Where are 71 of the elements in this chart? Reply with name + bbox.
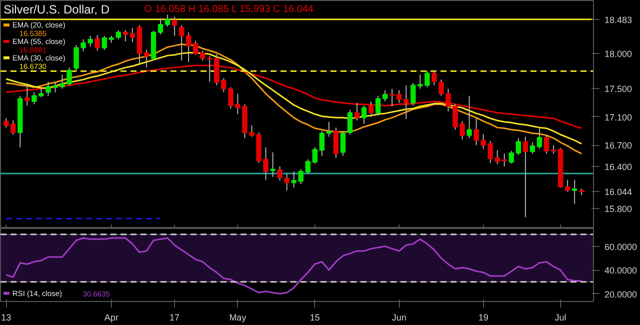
candlestick	[24, 83, 30, 106]
y-tick-label: 18.000	[604, 48, 632, 59]
chart-title: Silver/U.S. Dollar, D	[3, 2, 110, 16]
candlestick	[347, 109, 353, 136]
x-tick-label: Jun	[392, 312, 406, 322]
x-tick-label: 15	[310, 312, 320, 322]
y-tick-label: 17.100	[604, 112, 632, 122]
candlestick	[432, 70, 437, 86]
candlestick	[410, 82, 416, 106]
candlestick	[375, 95, 381, 116]
candlestick	[354, 102, 360, 121]
candlestick	[544, 134, 550, 154]
candlestick	[368, 100, 374, 118]
candlestick	[536, 128, 542, 150]
x-tick-label: 17	[170, 312, 180, 322]
y-tick-label: 20.0000	[604, 289, 638, 300]
x-tick-label: 19	[478, 312, 488, 322]
candlestick	[516, 138, 522, 156]
candlestick	[522, 136, 528, 218]
candlestick	[396, 90, 402, 104]
candlestick	[122, 30, 128, 42]
candlestick	[178, 24, 184, 61]
candlestick	[130, 28, 136, 43]
y-tick-label: 40.0000	[604, 266, 638, 276]
annotation: O 16.058 H 16.085 L 15.993 C 16.044	[144, 4, 314, 15]
candlestick	[382, 90, 388, 102]
y-tick-label: 60.0000	[604, 242, 638, 252]
candlestick	[270, 152, 276, 178]
candlestick	[305, 158, 310, 174]
candlestick	[530, 142, 536, 154]
candlestick	[340, 130, 346, 156]
candlestick	[508, 150, 514, 164]
x-tick-label: Apr	[104, 312, 118, 322]
y-tick-label: 16.400	[604, 162, 632, 172]
candlestick	[4, 118, 9, 128]
candlestick	[291, 170, 296, 188]
candlestick	[186, 32, 192, 62]
candlestick	[284, 172, 290, 191]
candlestick	[404, 84, 409, 120]
candlestick	[446, 88, 451, 112]
y-tick-label: 16.044	[604, 187, 632, 198]
candlestick	[466, 95, 472, 139]
x-tick-label: Jul	[554, 312, 566, 322]
candlestick	[502, 153, 507, 167]
candlestick	[389, 88, 395, 107]
candlestick	[200, 50, 206, 61]
ref-line-label: 18.483	[604, 14, 632, 25]
candlestick	[298, 168, 304, 185]
candlestick	[94, 34, 100, 52]
candlestick	[319, 130, 325, 156]
y-tick-label: 16.700	[604, 140, 632, 151]
x-tick-label: 13	[1, 312, 12, 322]
candlestick	[102, 35, 107, 50]
candlestick	[277, 166, 282, 181]
candlestick	[494, 150, 500, 165]
candlestick	[438, 79, 444, 96]
candlestick	[158, 18, 164, 35]
candlestick	[116, 30, 122, 40]
y-tick-label: 15.800	[604, 204, 632, 214]
candlestick	[192, 40, 198, 56]
candlestick	[172, 16, 178, 36]
candlestick	[144, 49, 150, 68]
candlestick	[10, 120, 16, 136]
x-tick-label: May	[229, 312, 247, 322]
candlestick	[333, 127, 339, 158]
candlestick	[572, 179, 578, 204]
y-tick-label: 17.500	[604, 84, 632, 94]
candlestick	[564, 179, 570, 192]
candlestick	[361, 105, 367, 125]
candlestick	[164, 14, 170, 28]
candlestick	[312, 146, 318, 164]
